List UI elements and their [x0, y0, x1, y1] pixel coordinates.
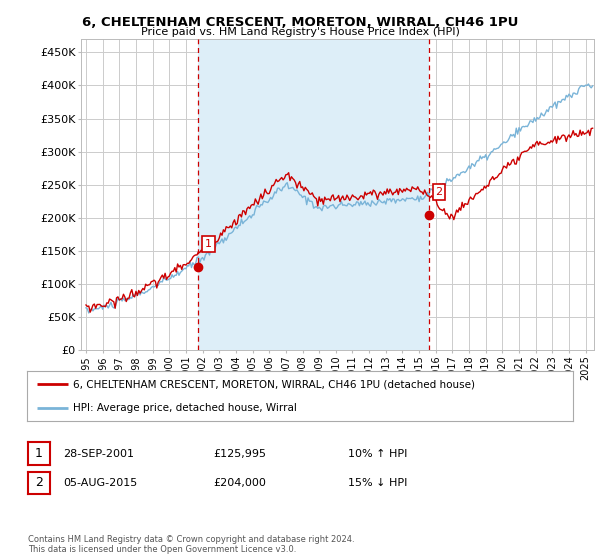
Text: 6, CHELTENHAM CRESCENT, MORETON, WIRRAL, CH46 1PU (detached house): 6, CHELTENHAM CRESCENT, MORETON, WIRRAL,… — [73, 379, 475, 389]
Text: 1: 1 — [205, 239, 212, 249]
Text: Price paid vs. HM Land Registry's House Price Index (HPI): Price paid vs. HM Land Registry's House … — [140, 27, 460, 37]
Text: £125,995: £125,995 — [213, 449, 266, 459]
Text: 1: 1 — [35, 447, 43, 460]
Text: HPI: Average price, detached house, Wirral: HPI: Average price, detached house, Wirr… — [73, 403, 297, 413]
Text: £204,000: £204,000 — [213, 478, 266, 488]
Text: Contains HM Land Registry data © Crown copyright and database right 2024.
This d: Contains HM Land Registry data © Crown c… — [28, 535, 354, 554]
Text: 15% ↓ HPI: 15% ↓ HPI — [348, 478, 407, 488]
Text: 10% ↑ HPI: 10% ↑ HPI — [348, 449, 407, 459]
Text: 2: 2 — [436, 187, 443, 197]
Text: 2: 2 — [35, 476, 43, 489]
Text: 05-AUG-2015: 05-AUG-2015 — [63, 478, 137, 488]
Bar — [199, 39, 429, 350]
Text: 28-SEP-2001: 28-SEP-2001 — [63, 449, 134, 459]
Text: 6, CHELTENHAM CRESCENT, MORETON, WIRRAL, CH46 1PU: 6, CHELTENHAM CRESCENT, MORETON, WIRRAL,… — [82, 16, 518, 29]
